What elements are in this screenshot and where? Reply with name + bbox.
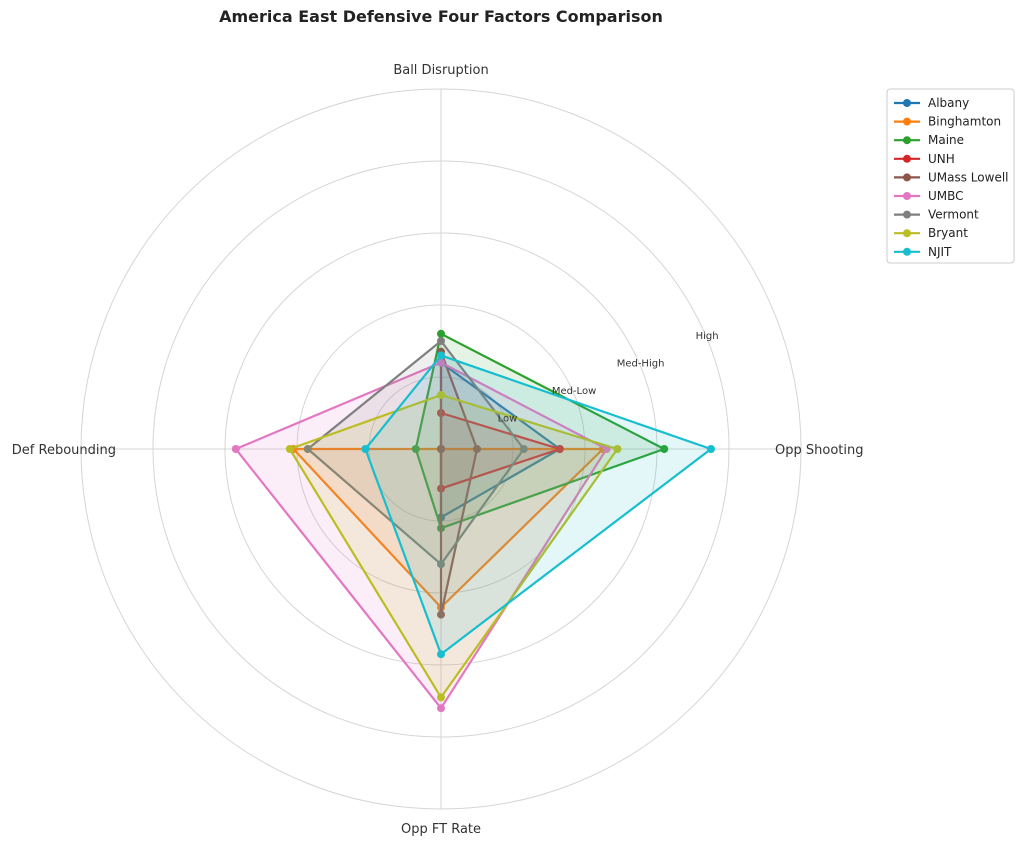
axis-labels: Ball Disruption Opp Shooting Opp FT Rate De… bbox=[12, 63, 864, 837]
legend-label: Bryant bbox=[928, 226, 968, 240]
legend-item: Bryant bbox=[894, 226, 968, 240]
data-point bbox=[411, 445, 420, 453]
data-point bbox=[303, 445, 312, 453]
legend-label: NJIT bbox=[928, 245, 952, 259]
legend-label: UMBC bbox=[928, 189, 964, 203]
data-point bbox=[437, 650, 445, 659]
legend-swatch-marker bbox=[903, 117, 911, 126]
legend-item: Vermont bbox=[894, 208, 979, 222]
legend-item: NJIT bbox=[894, 245, 952, 259]
data-point bbox=[555, 445, 564, 453]
series-bryant bbox=[285, 391, 622, 702]
legend-label: UMass Lowell bbox=[928, 170, 1009, 184]
series-njit bbox=[361, 351, 715, 659]
legend-label: Albany bbox=[928, 96, 969, 110]
legend-label: Binghamton bbox=[928, 115, 1001, 129]
legend-item: Albany bbox=[894, 96, 969, 110]
series-umbc bbox=[231, 358, 611, 713]
legend-label: Vermont bbox=[928, 208, 979, 222]
data-point bbox=[437, 693, 445, 702]
series-fill bbox=[365, 355, 711, 655]
data-point bbox=[707, 445, 715, 453]
legend-frame bbox=[886, 88, 1015, 264]
legend-item: UNH bbox=[894, 152, 955, 166]
legend-swatch-marker bbox=[903, 192, 911, 200]
data-point bbox=[437, 391, 445, 399]
axis-label-3: Opp FT Rate bbox=[401, 822, 481, 837]
axis-label-4: Def Rebounding bbox=[12, 443, 116, 458]
series-fill bbox=[293, 449, 603, 608]
axis-label-2: Opp Shooting bbox=[775, 443, 863, 458]
data-point bbox=[437, 704, 445, 713]
data-point bbox=[285, 445, 294, 453]
ring-label-2: Med-Low bbox=[552, 386, 596, 397]
legend-swatch-marker bbox=[903, 210, 911, 219]
axis-label-1: Ball Disruption bbox=[393, 63, 488, 78]
data-point bbox=[437, 560, 445, 569]
data-point bbox=[231, 445, 240, 453]
series-fill bbox=[289, 395, 618, 698]
data-point bbox=[473, 445, 481, 453]
legend-swatch-marker bbox=[903, 247, 911, 256]
data-point bbox=[437, 329, 445, 338]
legend-swatch-marker bbox=[903, 154, 911, 163]
data-point bbox=[437, 358, 445, 367]
ring-label-3: Med-High bbox=[617, 358, 665, 369]
data-point bbox=[613, 445, 622, 453]
legend: Albany Binghamton Maine UNH UMass Lowell UMBC… bbox=[886, 88, 1015, 264]
ring-labels: Low Med-Low Med-High High bbox=[498, 331, 719, 425]
legend-swatch-marker bbox=[903, 99, 911, 107]
chart-title: America East Defensive Four Factors Comp… bbox=[219, 7, 663, 26]
legend-label: UNH bbox=[928, 152, 955, 166]
legend-swatch-marker bbox=[903, 229, 911, 238]
data-point bbox=[437, 445, 445, 453]
data-point bbox=[361, 445, 370, 453]
data-point bbox=[519, 445, 528, 453]
data-point bbox=[437, 610, 445, 619]
data-point bbox=[437, 351, 445, 360]
legend-swatch-marker bbox=[903, 173, 911, 182]
ring-label-4: High bbox=[696, 331, 719, 342]
series-fill bbox=[235, 362, 607, 709]
legend-item: UMBC bbox=[894, 189, 964, 203]
legend-label: Maine bbox=[928, 133, 964, 147]
legend-item: Binghamton bbox=[894, 115, 1001, 129]
legend-item: Maine bbox=[894, 133, 964, 147]
legend-item: UMass Lowell bbox=[894, 170, 1009, 184]
data-point bbox=[437, 337, 445, 345]
grid bbox=[80, 88, 802, 810]
series-layer bbox=[231, 329, 715, 713]
series-fill bbox=[441, 351, 477, 615]
data-point bbox=[660, 445, 669, 453]
legend-swatch-marker bbox=[903, 136, 911, 145]
series-fill bbox=[307, 341, 524, 565]
ring-label-1: Low bbox=[498, 413, 518, 424]
